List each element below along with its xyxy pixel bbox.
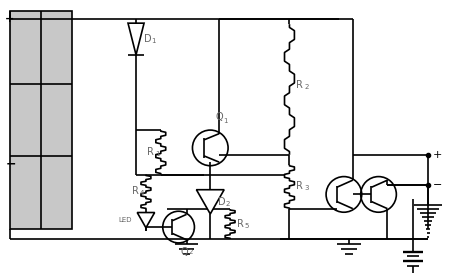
Text: R: R bbox=[237, 219, 244, 229]
Text: 5: 5 bbox=[245, 223, 249, 229]
Polygon shape bbox=[196, 190, 224, 214]
Text: D: D bbox=[144, 34, 152, 44]
Text: Q: Q bbox=[181, 247, 188, 257]
Bar bbox=[10, 11, 72, 229]
Text: 4: 4 bbox=[140, 190, 145, 196]
Text: +: + bbox=[5, 14, 15, 24]
Text: 3: 3 bbox=[304, 185, 309, 192]
Text: D: D bbox=[218, 197, 226, 207]
Text: 1: 1 bbox=[151, 38, 155, 44]
Text: LED: LED bbox=[118, 217, 132, 223]
Text: R: R bbox=[296, 79, 303, 90]
Polygon shape bbox=[137, 213, 155, 228]
Text: Q: Q bbox=[215, 112, 223, 122]
Text: −: − bbox=[433, 179, 442, 190]
Polygon shape bbox=[128, 23, 144, 55]
Text: 2: 2 bbox=[304, 84, 309, 90]
Text: R: R bbox=[132, 186, 139, 196]
Text: 2: 2 bbox=[189, 249, 193, 255]
Text: R: R bbox=[147, 147, 154, 157]
Text: +: + bbox=[433, 150, 442, 160]
Text: −: − bbox=[5, 158, 16, 171]
Text: 1: 1 bbox=[223, 118, 228, 124]
Text: R: R bbox=[296, 181, 303, 192]
Text: 2: 2 bbox=[225, 201, 229, 207]
Text: 1: 1 bbox=[155, 151, 159, 157]
